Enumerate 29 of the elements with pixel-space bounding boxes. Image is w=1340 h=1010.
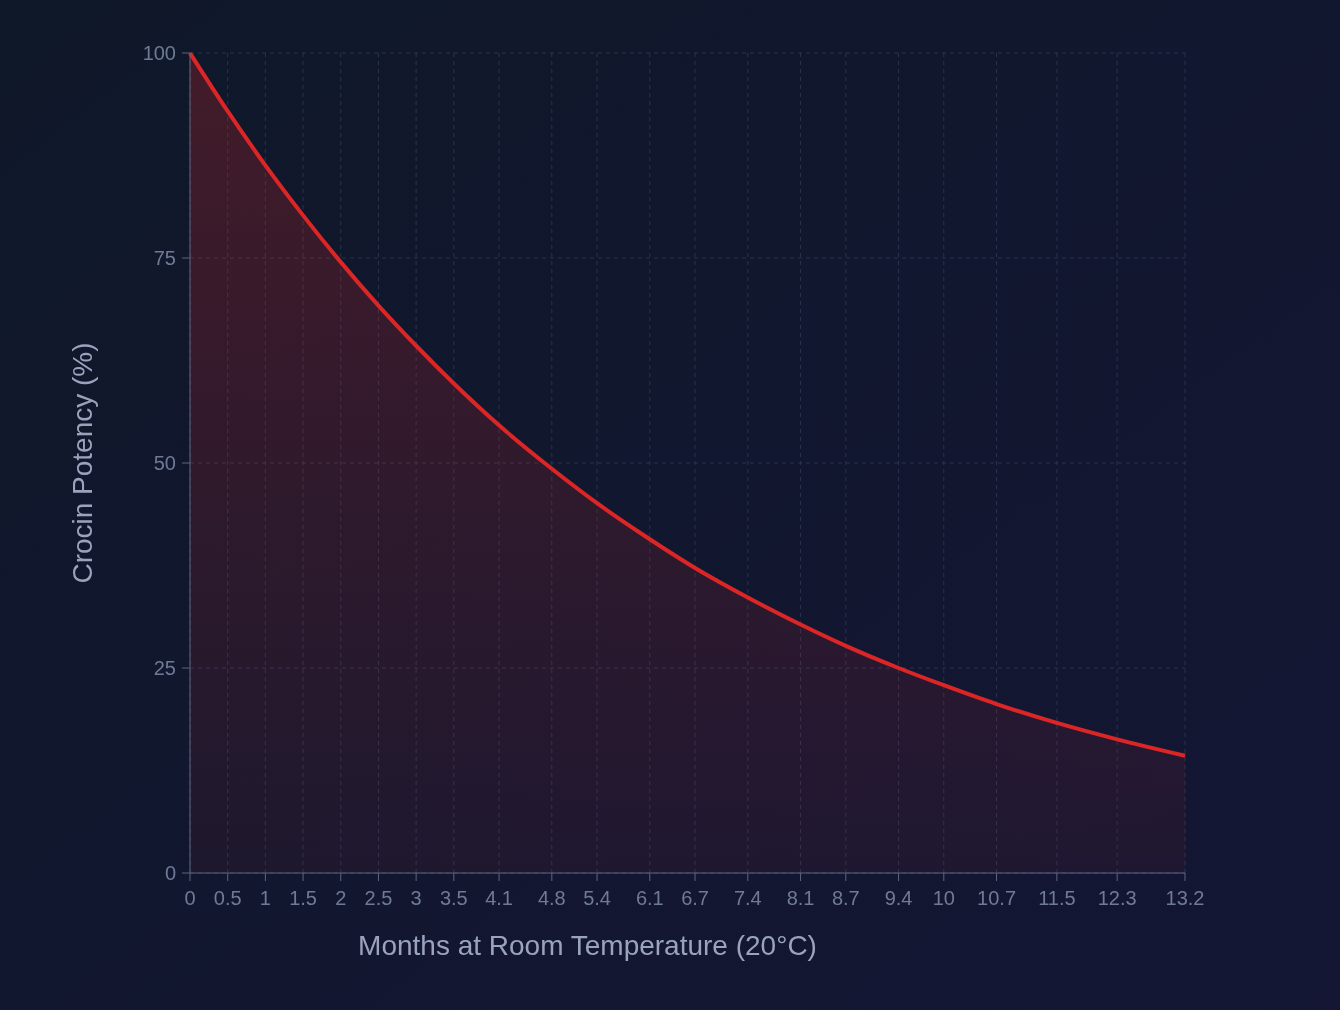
x-tick-label: 10.7: [977, 887, 1017, 909]
x-tick-label: 4.8: [537, 887, 566, 909]
x-tick-label: 2.5: [364, 887, 393, 909]
x-tick-label: 2: [335, 887, 347, 909]
x-tick-label: 13.2: [1165, 887, 1205, 909]
x-tick-label: 10: [932, 887, 955, 909]
x-axis-title: Months at Room Temperature (20°C): [358, 930, 817, 961]
x-tick-label: 12.3: [1097, 887, 1137, 909]
x-tick-label: 1.5: [289, 887, 317, 909]
x-tick-label: 3: [410, 887, 422, 909]
x-tick-label: 0.5: [213, 887, 242, 909]
x-tick-label: 4.1: [485, 887, 513, 909]
x-tick-label: 3.5: [439, 887, 468, 909]
y-axis-title: Crocin Potency (%): [67, 342, 98, 584]
x-tick-label: 0: [184, 887, 196, 909]
x-tick-label: 6.1: [635, 887, 664, 909]
y-tick-label: 0: [164, 862, 176, 884]
x-tick-label: 9.4: [884, 887, 913, 909]
x-tick-label: 1: [259, 887, 271, 909]
y-tick-label: 50: [153, 452, 176, 474]
x-tick-label: 8.1: [786, 887, 815, 909]
y-tick-label: 75: [153, 247, 176, 269]
x-tick-label: 11.5: [1038, 887, 1076, 909]
x-tick-label: 5.4: [583, 887, 611, 909]
x-tick-label: 6.7: [681, 887, 709, 909]
x-tick-label: 7.4: [733, 887, 762, 909]
y-tick-label: 25: [153, 657, 176, 679]
y-tick-label: 100: [142, 42, 176, 64]
x-tick-label: 8.7: [831, 887, 860, 909]
